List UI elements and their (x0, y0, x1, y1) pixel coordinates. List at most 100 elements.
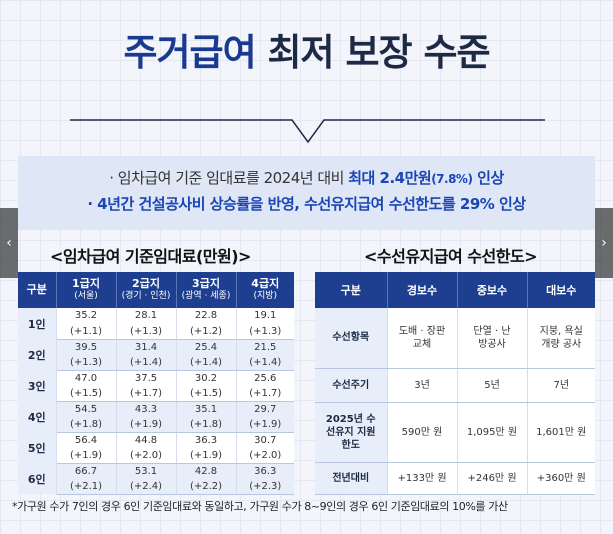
repair-table-header: 구분 경보수 중보수 대보수 (315, 272, 595, 308)
table-cell: 7년 (527, 368, 595, 403)
table-row: 2025년 수선유지 지원한도 590만 원 1,095만 원 1,601만 원 (315, 402, 595, 463)
table-row: 전년대비 +133만 원 +246만 원 +360만 원 (315, 462, 595, 495)
rent-header-cell: 구분 (18, 272, 57, 308)
row-header: 1인 (18, 308, 57, 339)
table-cell: 35.1 (176, 401, 237, 417)
table-cell-delta: (+2.4) (116, 478, 177, 495)
table-cell-delta: (+1.8) (56, 416, 117, 433)
summary-line-1: · 임차급여 기준 임대료를 2024년 대비 최대 2.4만원(7.8%) 인… (18, 166, 595, 192)
table-cell-delta: (+1.2) (176, 323, 237, 340)
row-header: 4인 (18, 401, 57, 432)
prev-arrow-icon[interactable]: ‹ (0, 208, 18, 278)
rent-header-label: 구분 (26, 283, 47, 296)
rent-header-label: 4급지 (251, 277, 280, 290)
table-cell: 5년 (457, 368, 528, 403)
summary-box: · 임차급여 기준 임대료를 2024년 대비 최대 2.4만원(7.8%) 인… (18, 156, 595, 230)
row-header: 2인 (18, 339, 57, 370)
table-cell-delta: (+1.4) (236, 354, 294, 371)
table-cell-delta: (+2.0) (236, 447, 294, 464)
summary-line-1-end: 인상 (472, 169, 504, 187)
row-header: 2025년 수선유지 지원한도 (315, 402, 388, 463)
rent-header-cell: 1급지 (서울) (56, 272, 117, 308)
table-row-delta: (+1.3) (+1.4) (+1.4) (+1.4) (18, 354, 294, 371)
table-cell: 1,095만 원 (457, 402, 528, 463)
table-cell-delta: (+1.9) (176, 447, 237, 464)
row-header: 6인 (18, 463, 57, 494)
summary-line-1-text: · 임차급여 기준 임대료를 2024년 대비 (109, 169, 349, 187)
table-cell: 53.1 (116, 463, 177, 479)
table-cell: 30.2 (176, 370, 237, 386)
page-title: 주거급여 최저 보장 수준 (0, 22, 613, 76)
table-cell: 37.5 (116, 370, 177, 386)
table-row-delta: (+1.5) (+1.7) (+1.5) (+1.7) (18, 385, 294, 402)
chevron-divider (0, 108, 613, 152)
table-cell: 31.4 (116, 339, 177, 355)
table-cell-delta: (+1.4) (176, 354, 237, 371)
rent-table: 구분 1급지 (서울) 2급지 (경기 · 인천) 3급지 (광역 · 세종) 4급지… (18, 272, 294, 495)
table-cell-delta: (+1.5) (56, 385, 117, 402)
table-cell: 30.7 (236, 432, 294, 448)
table-cell-delta: (+2.3) (236, 478, 294, 495)
title-highlight: 주거급여 (123, 31, 256, 74)
row-header: 수선주기 (315, 368, 388, 403)
table-cell: 19.1 (236, 308, 294, 324)
table-cell: 3년 (387, 368, 458, 403)
table-cell: 54.5 (56, 401, 117, 417)
table-cell: 590만 원 (387, 402, 458, 463)
summary-highlight: 최대 2.4만원 (348, 169, 432, 187)
table-cell: 25.4 (176, 339, 237, 355)
table-cell-delta: (+1.1) (56, 323, 117, 340)
repair-table-title: <수선유지급여 수선한도> (364, 247, 538, 266)
rent-header-sub: (경기 · 인천) (121, 291, 171, 301)
rent-table-header: 구분 1급지 (서울) 2급지 (경기 · 인천) 3급지 (광역 · 세종) 4급지… (18, 272, 294, 308)
table-cell-delta: (+1.3) (236, 323, 294, 340)
rent-table-title: <임차급여 기준임대료(만원)> (50, 247, 251, 266)
row-header: 3인 (18, 370, 57, 401)
table-cell: 21.5 (236, 339, 294, 355)
table-row: 2인 39.5 31.4 25.4 21.5 (18, 339, 294, 370)
table-cell: 47.0 (56, 370, 117, 386)
table-cell: 22.8 (176, 308, 237, 324)
table-cell-delta: (+2.2) (176, 478, 237, 495)
table-cell: 39.5 (56, 339, 117, 355)
table-cell: 56.4 (56, 432, 117, 448)
row-header: 전년대비 (315, 462, 388, 495)
table-row-delta: (+2.1) (+2.4) (+2.2) (+2.3) (18, 478, 294, 495)
table-row: 1인 35.2 28.1 22.8 19.1 (18, 308, 294, 339)
footnote: *가구원 수가 7인의 경우 6인 기준임대료와 동일하고, 가구원 수가 8~… (12, 500, 508, 513)
summary-highlight-pct: (7.8%) (431, 172, 473, 186)
table-cell: 36.3 (176, 432, 237, 448)
repair-header-cell: 대보수 (527, 272, 595, 308)
table-cell-delta: (+1.4) (116, 354, 177, 371)
rent-header-cell: 4급지 (지방) (236, 272, 294, 308)
table-cell-delta: (+2.1) (56, 478, 117, 495)
rent-header-cell: 3급지 (광역 · 세종) (176, 272, 237, 308)
table-cell: 25.6 (236, 370, 294, 386)
table-cell: 44.8 (116, 432, 177, 448)
repair-header-cell: 경보수 (387, 272, 458, 308)
next-arrow-icon[interactable]: › (595, 208, 613, 278)
table-row: 수선주기 3년 5년 7년 (315, 368, 595, 403)
table-cell: +360만 원 (527, 462, 595, 495)
rent-header-label: 2급지 (132, 277, 160, 290)
table-row-delta: (+1.8) (+1.9) (+1.8) (+1.9) (18, 416, 294, 433)
table-cell: 지붕, 욕실 개량 공사 (527, 308, 595, 369)
table-cell-delta: (+1.7) (236, 385, 294, 402)
table-cell-delta: (+2.0) (116, 447, 177, 464)
table-cell: 42.8 (176, 463, 237, 479)
rent-header-sub: (지방) (253, 291, 278, 301)
table-cell: 43.3 (116, 401, 177, 417)
table-row-delta: (+1.9) (+2.0) (+1.9) (+2.0) (18, 447, 294, 464)
table-cell-delta: (+1.3) (56, 354, 117, 371)
table-cell: 도배 · 장판교체 (387, 308, 458, 369)
table-cell-delta: (+1.7) (116, 385, 177, 402)
table-cell-delta: (+1.3) (116, 323, 177, 340)
chevron-down-icon (70, 119, 545, 144)
repair-header-cell: 구분 (315, 272, 388, 308)
rent-header-cell: 2급지 (경기 · 인천) (116, 272, 177, 308)
table-cell-delta: (+1.5) (176, 385, 237, 402)
summary-line-2: · 4년간 건설공사비 상승률을 반영, 수선유지급여 수선한도를 29% 인상 (87, 195, 526, 213)
title-rest: 최저 보장 수준 (267, 31, 491, 74)
table-row: 4인 54.5 43.3 35.1 29.7 (18, 401, 294, 432)
row-header: 5인 (18, 432, 57, 463)
